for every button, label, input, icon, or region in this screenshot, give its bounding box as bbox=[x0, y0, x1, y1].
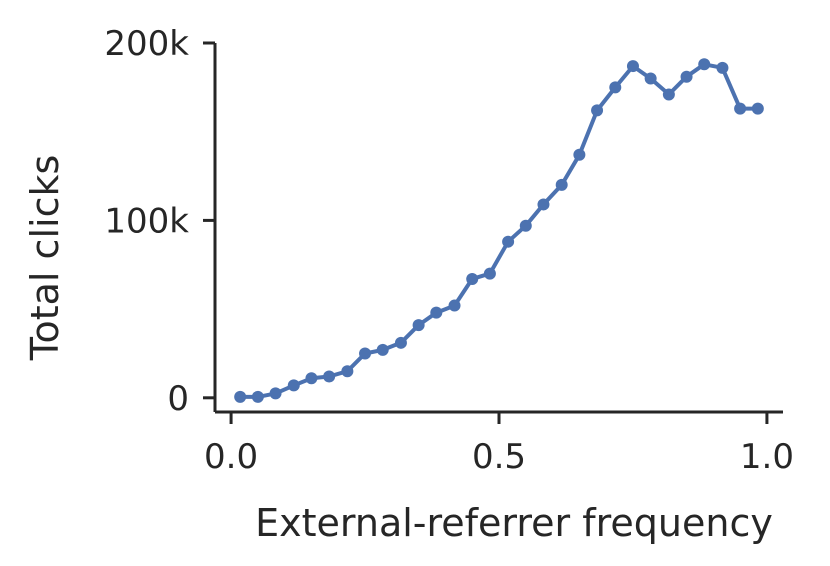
y-ticks: 0 100k 200k bbox=[104, 24, 215, 419]
data-point bbox=[698, 58, 711, 71]
data-point bbox=[448, 299, 461, 312]
data-point bbox=[644, 72, 657, 85]
data-point bbox=[573, 148, 586, 161]
data-point bbox=[483, 267, 496, 280]
data-point bbox=[537, 198, 550, 211]
data-point bbox=[609, 81, 622, 94]
data-point bbox=[716, 61, 729, 74]
y-tick-label: 100k bbox=[104, 201, 189, 241]
plot-series bbox=[234, 58, 764, 403]
data-point bbox=[680, 70, 693, 83]
data-point bbox=[502, 235, 515, 248]
x-ticks: 0.0 0.5 1.0 bbox=[204, 412, 794, 477]
data-point bbox=[394, 336, 407, 349]
x-tick-label: 0.0 bbox=[204, 437, 258, 477]
data-point bbox=[359, 347, 372, 360]
data-point bbox=[234, 390, 247, 403]
data-point bbox=[376, 343, 389, 356]
data-point bbox=[305, 372, 318, 385]
data-point bbox=[412, 319, 425, 332]
data-point bbox=[269, 387, 282, 400]
data-point bbox=[555, 178, 568, 191]
series-line bbox=[238, 62, 760, 399]
data-point bbox=[626, 60, 639, 73]
data-point bbox=[341, 365, 354, 378]
x-axis-title: External-referrer frequency bbox=[255, 501, 773, 545]
y-axis-title: Total clicks bbox=[23, 155, 67, 362]
data-point bbox=[751, 102, 764, 115]
data-point bbox=[734, 102, 747, 115]
data-point bbox=[251, 390, 264, 403]
data-point bbox=[662, 88, 675, 101]
x-tick-label: 0.5 bbox=[472, 437, 526, 477]
data-point bbox=[430, 306, 443, 319]
data-point bbox=[591, 104, 604, 117]
axes bbox=[213, 43, 783, 414]
data-point bbox=[323, 370, 336, 383]
data-point bbox=[287, 379, 300, 392]
x-tick-label: 1.0 bbox=[740, 437, 794, 477]
y-tick-label: 200k bbox=[104, 24, 189, 64]
data-point bbox=[519, 219, 532, 232]
data-point bbox=[466, 272, 479, 285]
y-tick-label: 0 bbox=[167, 379, 189, 419]
